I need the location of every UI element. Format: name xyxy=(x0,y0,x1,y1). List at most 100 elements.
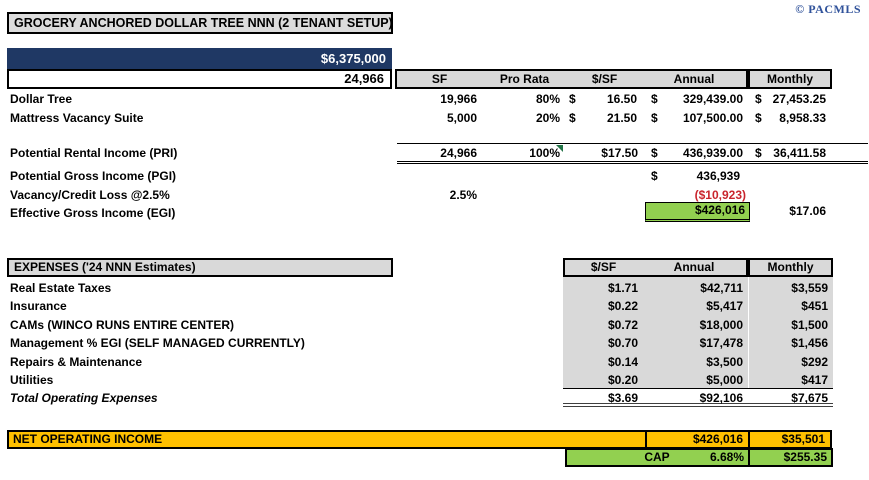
expense-psf: $0.20 xyxy=(607,373,638,387)
egi-psf: $17.06 xyxy=(789,204,826,218)
expense-annual: $5,417 xyxy=(706,299,743,313)
pri-psf: $17.50 xyxy=(601,146,638,160)
noi-annual: $426,016 xyxy=(692,432,743,446)
expenses-total-label: Total Operating Expenses xyxy=(10,391,158,405)
expenses-total-psf: $3.69 xyxy=(607,391,638,405)
expense-monthly: $417 xyxy=(801,373,828,387)
expenses-section-header: EXPENSES ('24 NNN Estimates) xyxy=(7,258,393,277)
tenant-pro-rata: 20% xyxy=(535,111,560,125)
currency-symbol: $ xyxy=(755,146,762,160)
expense-label: Repairs & Maintenance xyxy=(10,355,143,369)
expense-monthly: $1,456 xyxy=(791,336,828,350)
expense-monthly: $3,559 xyxy=(791,281,828,295)
currency-symbol: $ xyxy=(569,111,576,125)
currency-symbol: $ xyxy=(569,92,576,106)
pri-monthly-value: 36,411.58 xyxy=(773,146,826,160)
expense-monthly: $292 xyxy=(801,355,828,369)
egi-label: Effective Gross Income (EGI) xyxy=(10,206,176,220)
expense-monthly: $1,500 xyxy=(791,318,828,332)
expense-annual: $5,000 xyxy=(706,373,743,387)
col-header-monthly: Monthly xyxy=(748,69,832,89)
cap-label: CAP xyxy=(644,450,670,464)
exp-col-header-monthly: Monthly xyxy=(748,258,833,277)
tenant-monthly-value: 8,958.33 xyxy=(779,111,826,125)
vacancy-annual: ($10,923) xyxy=(694,188,746,202)
tenant-sf: 19,966 xyxy=(440,92,477,106)
col-header-psf: $/SF xyxy=(591,72,618,86)
tenant-monthly: $8,958.33 xyxy=(755,109,826,128)
tenant-psf-value: 16.50 xyxy=(606,92,637,106)
expenses-total-monthly: $7,675 xyxy=(791,391,828,405)
tenant-pro-rata: 80% xyxy=(535,92,560,106)
noi-cell-divider xyxy=(748,432,750,447)
cell-comment-flag-icon xyxy=(556,145,563,152)
pri-annual: $436,939.00 xyxy=(651,144,743,163)
noi-cell-divider xyxy=(645,432,647,447)
pgi-annual: $436,939 xyxy=(651,167,740,186)
expense-psf: $0.72 xyxy=(607,318,638,332)
vacancy-rate: 2.5% xyxy=(449,188,477,202)
cap-rate: 6.68% xyxy=(709,450,744,464)
income-header-row: SF Pro Rata $/SF Annual xyxy=(395,69,748,89)
col-header-pro-rata: Pro Rata xyxy=(499,72,550,86)
pri-sf: 24,966 xyxy=(440,146,477,160)
currency-symbol: $ xyxy=(651,169,658,183)
expense-label: Real Estate Taxes xyxy=(10,281,112,295)
tenant-annual: $329,439.00 xyxy=(651,90,743,109)
pri-monthly: $36,411.58 xyxy=(755,144,826,163)
egi-annual-cell: $426,016 xyxy=(645,202,750,222)
cap-row: CAP 6.68% $255.35 xyxy=(565,448,833,467)
pri-label: Potential Rental Income (PRI) xyxy=(10,146,178,160)
exp-col-header-psf: $/SF xyxy=(590,260,617,274)
col-header-annual: Annual xyxy=(673,72,715,86)
tenant-psf: $21.50 xyxy=(569,109,637,128)
tenant-annual: $107,500.00 xyxy=(651,109,743,128)
total-sf-cell: 24,966 xyxy=(7,69,392,89)
tenant-monthly: $27,453.25 xyxy=(755,90,826,109)
currency-symbol: $ xyxy=(651,111,658,125)
noi-row: NET OPERATING INCOME $426,016 $35,501 xyxy=(7,430,832,449)
expense-psf: $0.70 xyxy=(607,336,638,350)
cap-monthly-psf: $255.35 xyxy=(783,450,827,464)
expense-label: Management % EGI (SELF MANAGED CURRENTLY… xyxy=(10,336,305,350)
pacmls-copyright: © PACMLS xyxy=(795,2,861,16)
col-header-sf: SF xyxy=(431,72,448,86)
tenant-annual-value: 329,439.00 xyxy=(682,92,743,106)
tenant-name: Mattress Vacancy Suite xyxy=(10,111,144,125)
currency-symbol: $ xyxy=(755,92,762,106)
expense-psf: $1.71 xyxy=(607,281,638,295)
noi-label: NET OPERATING INCOME xyxy=(13,432,163,446)
expense-psf: $0.14 xyxy=(607,355,638,369)
expense-annual: $18,000 xyxy=(699,318,743,332)
expenses-monthly-background xyxy=(749,277,833,388)
tenant-name: Dollar Tree xyxy=(10,92,73,106)
expense-monthly: $451 xyxy=(801,299,828,313)
cap-cell-divider xyxy=(748,450,750,465)
expenses-values-background xyxy=(563,277,748,388)
expense-label: CAMs (WINCO RUNS ENTIRE CENTER) xyxy=(10,318,234,332)
pri-annual-value: 436,939.00 xyxy=(682,146,743,160)
tenant-sf: 5,000 xyxy=(446,111,477,125)
tenant-monthly-value: 27,453.25 xyxy=(772,92,826,106)
expense-annual: $42,711 xyxy=(700,281,743,295)
expenses-total-annual: $92,106 xyxy=(699,391,743,405)
tenant-psf: $16.50 xyxy=(569,90,637,109)
expense-psf: $0.22 xyxy=(607,299,638,313)
pgi-label: Potential Gross Income (PGI) xyxy=(10,169,177,183)
pri-pro-rata: 100% xyxy=(529,146,560,160)
expenses-header-row: $/SF Annual xyxy=(563,258,748,277)
currency-symbol: $ xyxy=(755,111,762,125)
currency-symbol: $ xyxy=(651,146,658,160)
expense-label: Utilities xyxy=(10,373,54,387)
expense-label: Insurance xyxy=(10,299,67,313)
expense-annual: $17,478 xyxy=(699,336,743,350)
tenant-annual-value: 107,500.00 xyxy=(682,111,743,125)
noi-monthly: $35,501 xyxy=(781,432,825,446)
exp-col-header-annual: Annual xyxy=(673,260,715,274)
currency-symbol: $ xyxy=(651,92,658,106)
vacancy-label: Vacancy/Credit Loss @2.5% xyxy=(10,188,170,202)
pgi-annual-value: 436,939 xyxy=(696,169,740,183)
tenant-psf-value: 21.50 xyxy=(606,111,637,125)
page-title: GROCERY ANCHORED DOLLAR TREE NNN (2 TENA… xyxy=(7,12,393,34)
